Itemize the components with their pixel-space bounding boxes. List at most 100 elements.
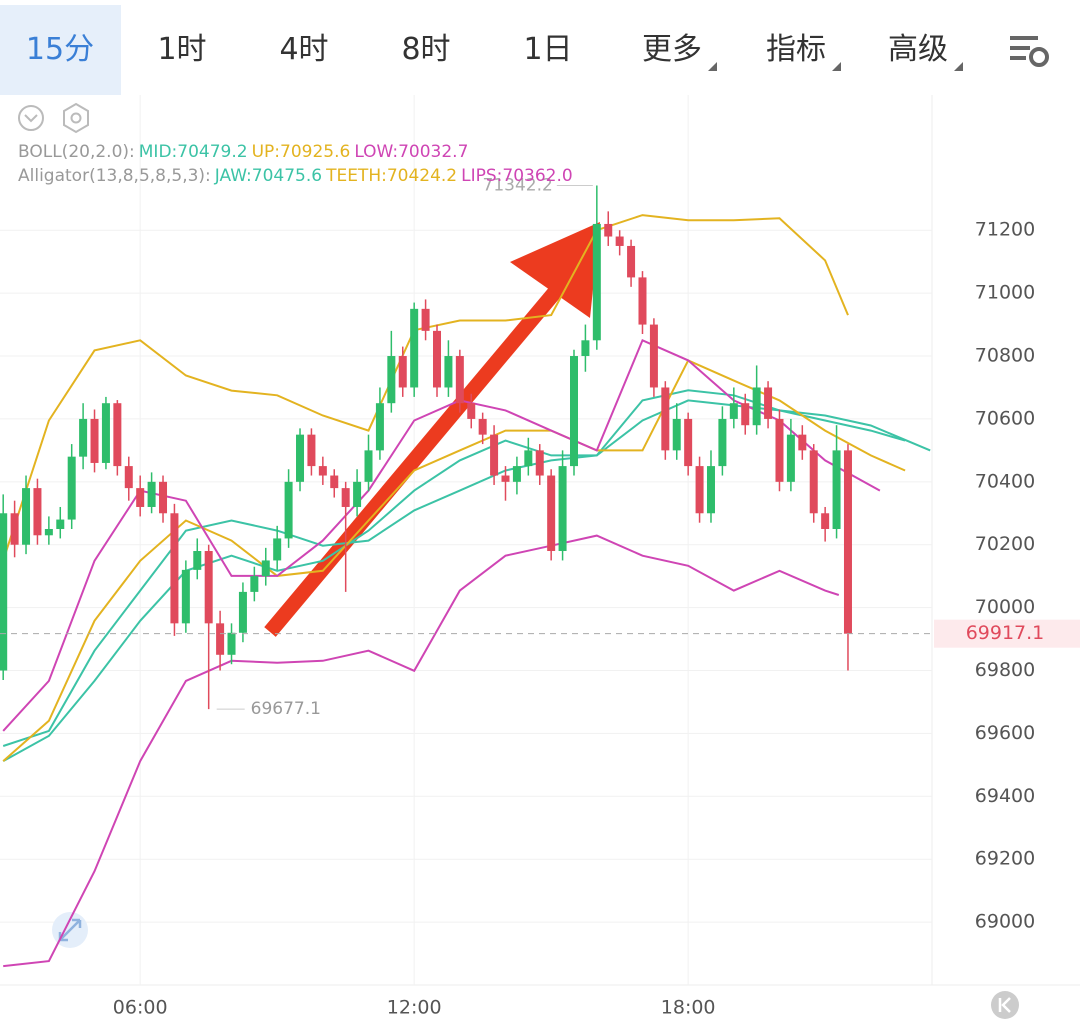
candle-body [512, 466, 521, 482]
reset-icon[interactable] [991, 991, 1019, 1019]
tab[interactable]: 8时 [401, 32, 451, 67]
candle-body [375, 403, 384, 451]
candle-body [444, 356, 453, 388]
toolbar-icons [18, 102, 89, 134]
candle-body [101, 403, 110, 463]
collapse-icon[interactable] [18, 105, 44, 131]
candle-body [341, 488, 350, 507]
dropdown-caret [832, 62, 841, 71]
candle-body [193, 551, 202, 570]
candle-body [307, 434, 316, 467]
indicator-line [2, 338, 881, 732]
indicator-legend: Alligator(13,8,5,8,5,3): JAW:70475.6 TEETH… [18, 166, 573, 186]
candle-body [159, 481, 168, 514]
y-tick-label: 69400 [975, 785, 1035, 807]
candle-body [147, 481, 156, 507]
legend-entry: MID:70479.2 [139, 142, 248, 162]
y-tick-label: 70600 [975, 407, 1035, 429]
candle-body [615, 236, 624, 246]
candle-body [752, 387, 761, 426]
candle-body [398, 356, 407, 388]
candle-body [569, 356, 578, 467]
legend-entry: UP:70925.6 [252, 142, 351, 162]
candle-body [649, 324, 658, 388]
candle-body [124, 466, 133, 489]
grid [0, 95, 1080, 986]
candle-body [706, 466, 715, 514]
settings-icon[interactable] [63, 102, 89, 134]
high-label: 71342.2 [483, 176, 553, 196]
candle-body [67, 456, 76, 520]
candle-body [809, 450, 818, 514]
candle-body [604, 223, 613, 237]
layout-glyph [1010, 36, 1049, 67]
candle-body [284, 481, 293, 539]
reset-glyph [998, 997, 1011, 1013]
tab[interactable]: 1日 [523, 32, 573, 67]
candle-body [33, 488, 42, 536]
price-label: 69917.1 [966, 622, 1045, 644]
candle-body [410, 308, 419, 388]
candle-body [547, 475, 556, 552]
y-tick-label: 69600 [975, 722, 1035, 744]
candle-body [467, 403, 476, 419]
x-tick-label: 18:00 [661, 997, 716, 1019]
candle-body [490, 434, 499, 476]
y-tick-label: 70800 [975, 345, 1035, 367]
tab[interactable]: 指标 [766, 32, 826, 67]
tab[interactable]: 1时 [157, 32, 207, 67]
x-tick-label: 06:00 [113, 997, 168, 1019]
dropdown-caret [954, 62, 963, 71]
candle-body [0, 513, 8, 671]
candle-body [433, 330, 442, 388]
reset-bg [991, 991, 1019, 1019]
candle-body [90, 418, 99, 463]
y-tick-label: 69200 [975, 848, 1035, 870]
candle-body [478, 418, 487, 435]
legend-entry: TEETH:70424.2 [325, 166, 457, 186]
candle-body [558, 466, 567, 552]
indicator-line [2, 214, 849, 561]
tab[interactable]: 4时 [279, 32, 329, 67]
tab[interactable]: 高级 [888, 32, 948, 67]
candle-body [353, 481, 362, 507]
candle-body [798, 434, 807, 451]
x-tick-label: 12:00 [387, 997, 442, 1019]
price-tag [934, 619, 1080, 648]
arrow [264, 222, 600, 637]
candle-body [718, 418, 727, 467]
candle-body [238, 591, 247, 633]
zoom-glyph [58, 918, 82, 942]
candle-body [581, 340, 590, 357]
candle-body [741, 403, 750, 426]
candle-body [22, 488, 31, 545]
settings-dot [70, 112, 82, 124]
low-label: 69677.1 [251, 699, 321, 719]
candle-body [261, 560, 270, 577]
candle-body [250, 576, 259, 592]
candle-body [387, 356, 396, 404]
candle-body [592, 223, 601, 341]
candle-body [535, 450, 544, 476]
candle-body [684, 418, 693, 467]
candle-body [364, 450, 373, 482]
layout-icon[interactable] [1008, 34, 1050, 68]
candle-body [775, 418, 784, 482]
tab[interactable]: 更多 [642, 32, 702, 67]
candle-body [786, 434, 795, 482]
chevron [24, 114, 38, 123]
candle-body [113, 403, 122, 467]
y-tick-label: 70400 [975, 470, 1035, 492]
candle-body [181, 569, 190, 624]
candle-body [10, 513, 19, 545]
tab[interactable]: 15分 [0, 5, 121, 95]
candle-body [421, 308, 430, 331]
tab-bar: 15分 1时 4时 8时 1日 更多 指标 高级 [0, 0, 1080, 95]
candle-body [729, 403, 738, 419]
candle-body [296, 434, 305, 482]
indicator-name: Alligator(13,8,5,8,5,3): [18, 166, 211, 186]
candle-body [227, 632, 236, 655]
candle-body [216, 623, 225, 655]
candle-body [821, 513, 830, 529]
